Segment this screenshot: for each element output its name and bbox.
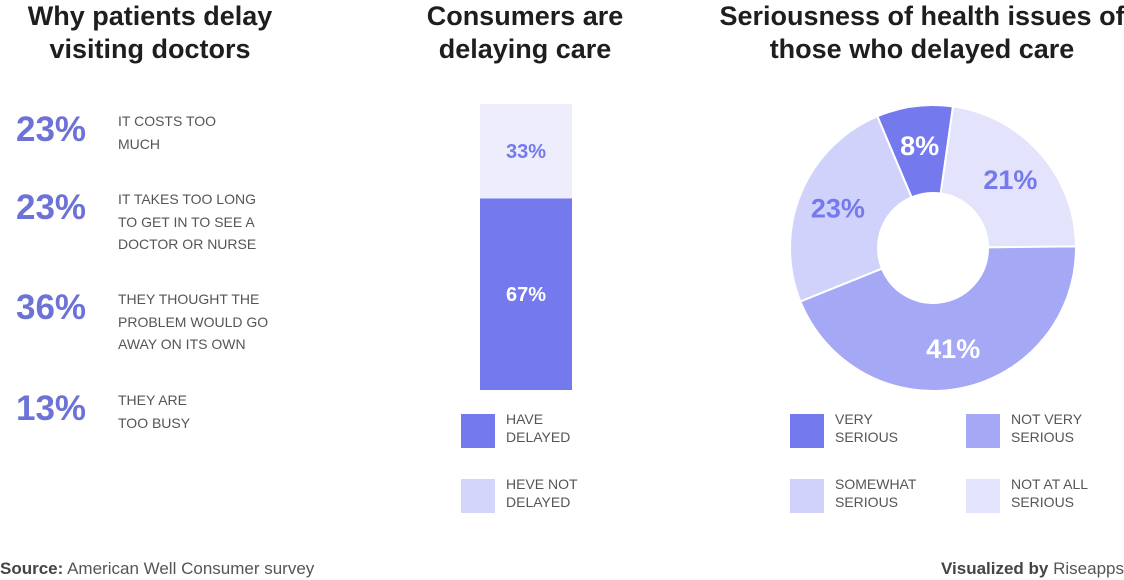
source-text: American Well Consumer survey (67, 559, 315, 578)
reason-percent: 13% (16, 389, 87, 428)
source-note: Source: American Well Consumer survey (0, 558, 314, 579)
seriousness-title: Seriousness of health issues of those wh… (719, 1, 1124, 64)
credit-note: Visualized by Riseapps (941, 558, 1124, 579)
legend-label: HAVE DELAYED (506, 411, 571, 445)
donut-value-label: 8% (900, 131, 939, 161)
reason-label: IT COSTS TOO MUCH (118, 113, 217, 152)
bar-segment (480, 104, 572, 199)
donut-slice (876, 104, 955, 199)
legend-label: NOT VERY SERIOUS (1011, 411, 1082, 445)
donut-slice (799, 245, 1077, 392)
donut-value-label: 21% (983, 165, 1037, 195)
legend-label: VERY SERIOUS (835, 411, 899, 445)
reason-label: THEY ARE TOO BUSY (118, 392, 191, 431)
reason-label: THEY THOUGHT THE PROBLEM WOULD GO AWAY O… (118, 291, 269, 352)
credit-text: Riseapps (1053, 559, 1124, 578)
bar-segment (480, 198, 572, 390)
delaying-title: Consumers are delaying care (426, 1, 624, 64)
legend-swatch (790, 414, 824, 448)
legend-swatch (461, 479, 495, 513)
reason-percent: 23% (16, 188, 87, 227)
donut-slice (789, 114, 913, 303)
donut-value-label: 41% (926, 334, 980, 364)
credit-label: Visualized by (940, 559, 1049, 578)
donut-value-label: 23% (811, 193, 865, 223)
bar-value-label: 33% (506, 141, 546, 163)
legend-swatch (461, 414, 495, 448)
donut-slice (939, 105, 1078, 249)
legend-swatch (966, 414, 1000, 448)
legend-label: SOMEWHAT SERIOUS (835, 476, 917, 510)
source-label: Source: (0, 559, 64, 578)
legend-swatch (790, 479, 824, 513)
reason-percent: 36% (16, 288, 87, 327)
bar-value-label: 67% (506, 284, 546, 306)
legend-label: NOT AT ALL SERIOUS (1011, 476, 1088, 510)
legend-swatch (966, 479, 1000, 513)
legend-label: HEVE NOT DELAYED (506, 476, 578, 510)
reasons-title: Why patients delay visiting doctors (27, 1, 273, 64)
reason-label: IT TAKES TOO LONG TO GET IN TO SEE A DOC… (118, 191, 257, 252)
reason-percent: 23% (16, 110, 87, 149)
